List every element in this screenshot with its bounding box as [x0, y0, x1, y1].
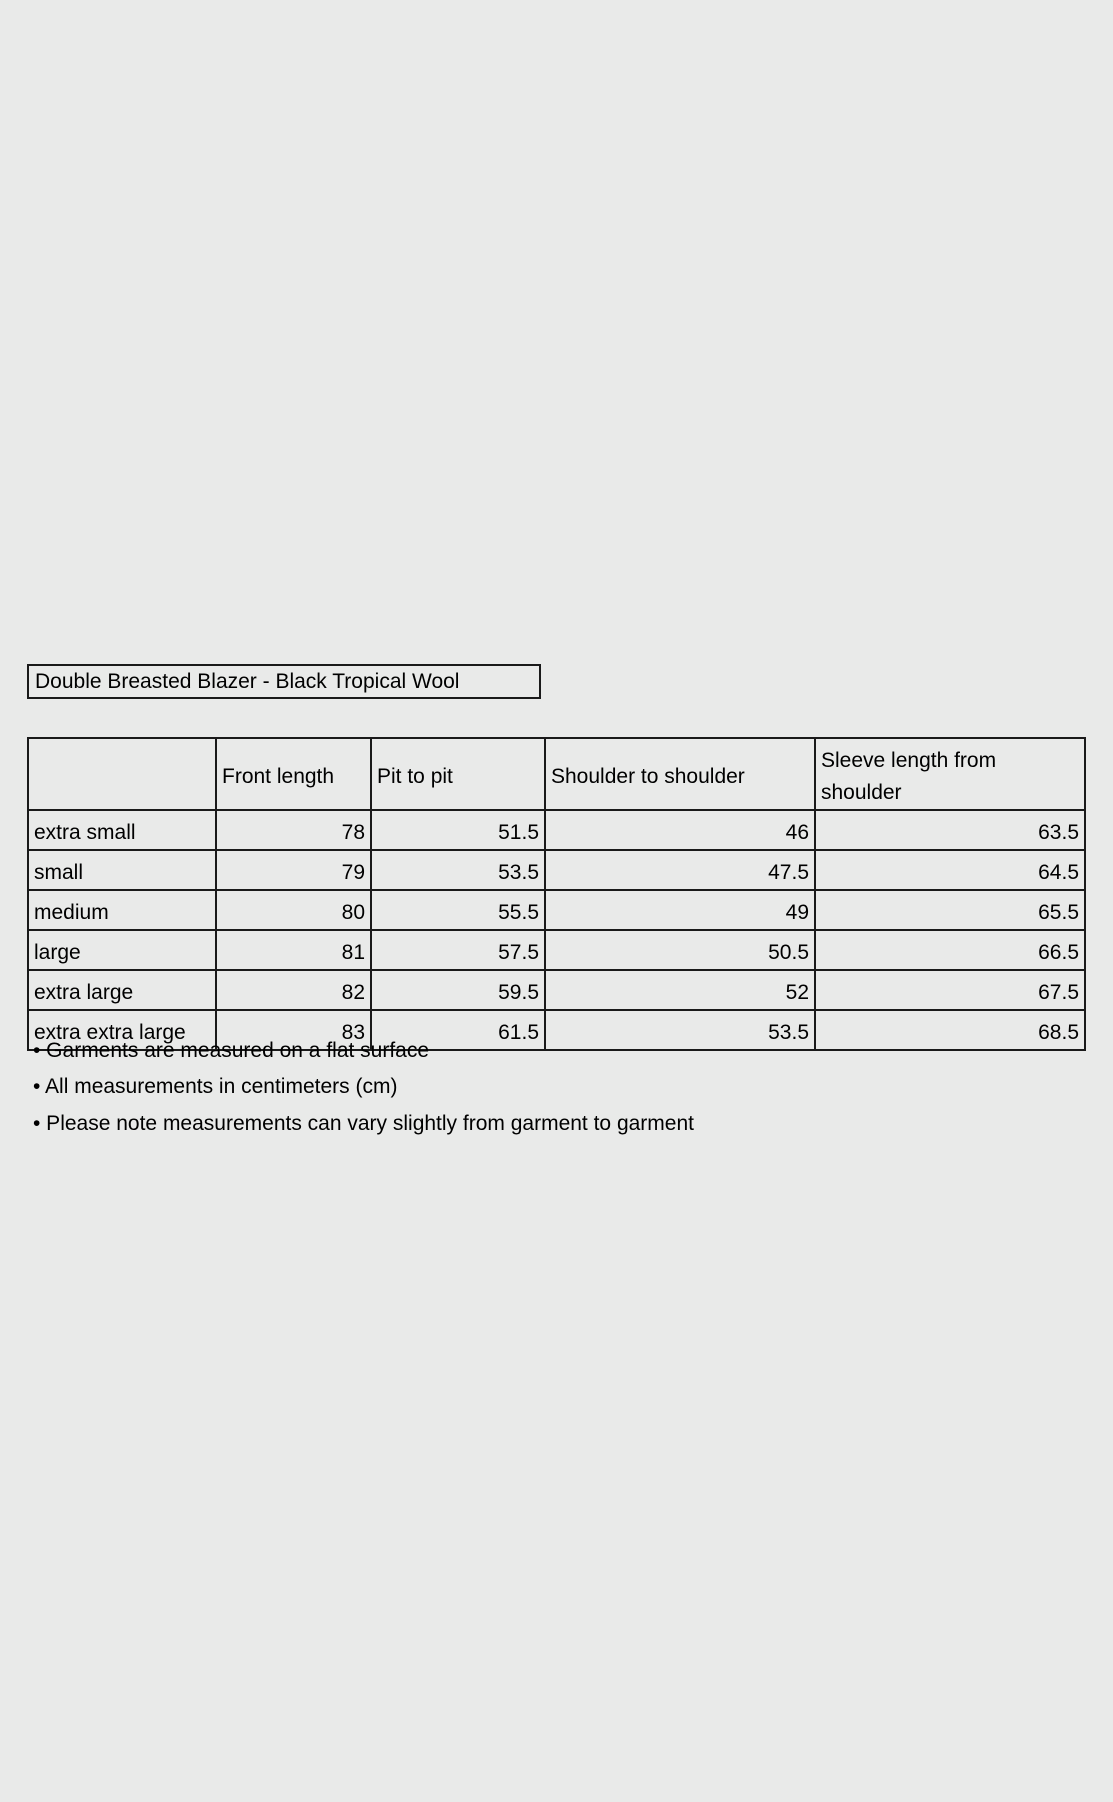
measurement-cell: 53.5 — [544, 1009, 816, 1051]
size-chart-table: Front length Pit to pit Shoulder to shou… — [27, 737, 1086, 1051]
table-row: medium 80 55.5 49 65.5 — [27, 889, 1086, 931]
table-header-row: Front length Pit to pit Shoulder to shou… — [27, 737, 1086, 811]
table-row: extra extra large 83 61.5 53.5 68.5 — [27, 1009, 1086, 1051]
table-row: large 81 57.5 50.5 66.5 — [27, 929, 1086, 971]
column-header: Shoulder to shoulder — [544, 737, 816, 811]
table-row: extra large 82 59.5 52 67.5 — [27, 969, 1086, 1011]
column-header: Sleeve length from shoulder — [814, 737, 1086, 811]
measurement-cell: 82 — [215, 969, 372, 1011]
measurement-cell: 67.5 — [814, 969, 1086, 1011]
size-label-cell: medium — [27, 889, 217, 931]
note-item: • Garments are measured on a flat surfac… — [33, 1039, 430, 1062]
measurement-cell: 63.5 — [814, 809, 1086, 851]
measurement-cell: 53.5 — [370, 849, 546, 891]
measurement-cell: 81 — [215, 929, 372, 971]
note-item: • Please note measurements can vary slig… — [33, 1111, 694, 1135]
measurement-cell: 57.5 — [370, 929, 546, 971]
measurement-cell: 52 — [544, 969, 816, 1011]
size-label-cell: extra extra large — [27, 1009, 217, 1051]
column-header: Pit to pit — [370, 737, 546, 811]
measurement-cell: 49 — [544, 889, 816, 931]
table-row: small 79 53.5 47.5 64.5 — [27, 849, 1086, 891]
size-label-cell: large — [27, 929, 217, 971]
measurement-cell: 80 — [215, 889, 372, 931]
note-item: • All measurements in centimeters (cm) — [33, 1075, 398, 1099]
size-label-cell: extra large — [27, 969, 217, 1011]
size-label-cell: small — [27, 849, 217, 891]
column-header: Front length — [215, 737, 372, 811]
measurement-cell: 46 — [544, 809, 816, 851]
measurement-cell: 78 — [215, 809, 372, 851]
measurement-cell: 61.5 — [370, 1009, 546, 1051]
measurement-cell: 79 — [215, 849, 372, 891]
measurement-cell: 64.5 — [814, 849, 1086, 891]
table-row: extra small 78 51.5 46 63.5 — [27, 809, 1086, 851]
product-title: Double Breasted Blazer - Black Tropical … — [27, 664, 541, 699]
measurement-cell: 55.5 — [370, 889, 546, 931]
measurement-cell: 47.5 — [544, 849, 816, 891]
measurement-cell: 66.5 — [814, 929, 1086, 971]
measurement-notes: • Garments are measured on a flat surfac… — [33, 1036, 694, 1145]
measurement-cell: 65.5 — [814, 889, 1086, 931]
column-header — [27, 737, 217, 811]
measurement-cell: 50.5 — [544, 929, 816, 971]
measurement-cell: 83 — [215, 1009, 372, 1051]
measurement-cell: 68.5 — [814, 1009, 1086, 1051]
size-label-cell: extra small — [27, 809, 217, 851]
measurement-cell: 51.5 — [370, 809, 546, 851]
measurement-cell: 59.5 — [370, 969, 546, 1011]
